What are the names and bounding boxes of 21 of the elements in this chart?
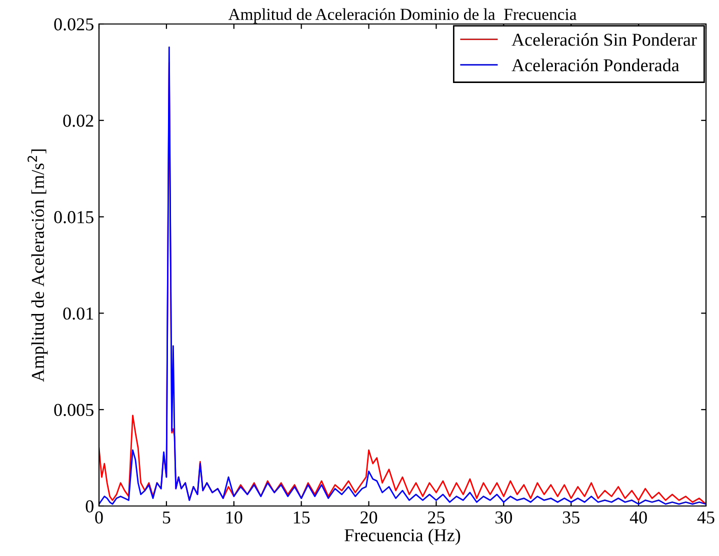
y-tick-label: 0.015 (54, 211, 94, 224)
x-tick-label: 45 (697, 512, 714, 524)
y-axis-title: Amplitud de Aceleración [m/s$^{2}$] (28, 150, 48, 382)
x-tick-label: 35 (562, 511, 580, 524)
x-tick-label: 25 (428, 511, 445, 524)
x-tick-label: 20 (360, 511, 378, 524)
x-tick-label: 15 (294, 511, 310, 524)
y-tick-label: 0.025 (54, 18, 94, 31)
x-tick-label: 5 (162, 512, 170, 524)
x-tick-label: 40 (630, 511, 647, 524)
x-tick-label: 10 (226, 511, 242, 524)
y-tick-label: 0.01 (63, 307, 94, 320)
y-tick-label: 0.02 (63, 114, 94, 127)
x-tick-label: 30 (496, 511, 512, 524)
x-axis-title: Frecuencia (Hz) (344, 528, 460, 545)
y-tick-label: 0.005 (54, 404, 94, 416)
x-tick-label: 0 (95, 511, 103, 524)
legend-label: Aceleración Sin Ponderar (512, 33, 697, 46)
chart-title: Amplitud de Aceleración Dominio de la Frecuencia (228, 8, 577, 24)
legend-label: Aceleración Ponderada (512, 58, 680, 72)
y-tick-label: 0 (86, 500, 94, 512)
